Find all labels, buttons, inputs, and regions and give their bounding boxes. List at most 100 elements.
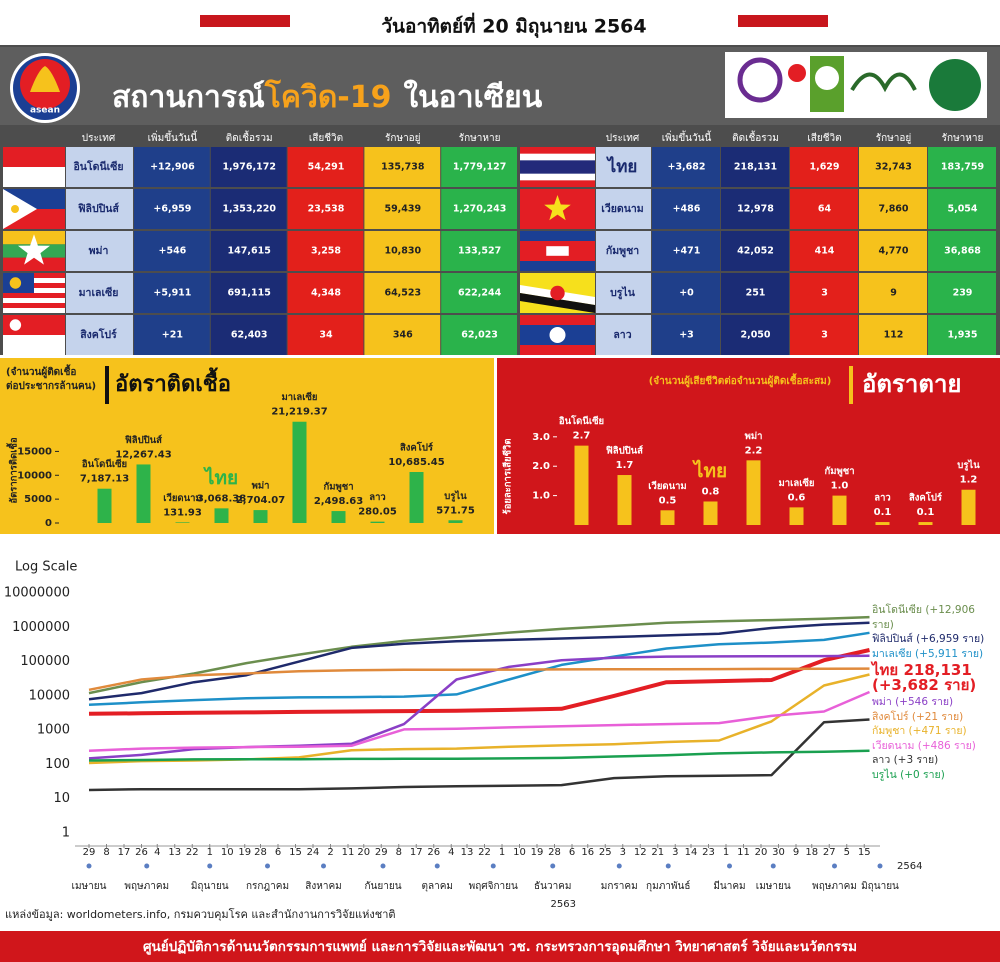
chart-title: Log Scale bbox=[15, 560, 77, 575]
x-tick-label: 23 bbox=[702, 847, 715, 858]
value-cell bbox=[441, 231, 517, 271]
cell-value: +5,911 bbox=[153, 288, 191, 299]
flag-part bbox=[18, 234, 50, 265]
country-name: ไทย bbox=[606, 156, 638, 177]
x-tick-label: 22 bbox=[186, 847, 199, 858]
x-tick-label: 10 bbox=[221, 847, 234, 858]
x-tick-label: 4 bbox=[448, 847, 454, 858]
value-cell bbox=[652, 231, 720, 271]
flag-part bbox=[3, 335, 65, 355]
x-tick-label: 5 bbox=[844, 847, 850, 858]
month-marker bbox=[86, 863, 92, 869]
series-line bbox=[88, 615, 870, 695]
title-part: ในอาเซียน bbox=[404, 79, 543, 115]
value-cell bbox=[721, 147, 789, 187]
x-tick-label: 3 bbox=[620, 847, 626, 858]
bar bbox=[961, 489, 976, 525]
month-marker bbox=[616, 863, 622, 869]
value-label: 12,267.43 bbox=[115, 449, 171, 460]
column-header: ติดเชื้อรวม bbox=[732, 130, 779, 144]
cell-value: 42,052 bbox=[737, 246, 774, 257]
month-marker bbox=[877, 863, 883, 869]
value-cell bbox=[859, 315, 927, 355]
cell-value: 62,403 bbox=[231, 330, 268, 341]
column-header: รักษาหาย bbox=[459, 133, 501, 144]
cell-value: 1,779,127 bbox=[453, 162, 507, 173]
x-tick-label: 6 bbox=[569, 847, 575, 858]
y-tick-label: 10 bbox=[53, 791, 70, 806]
month-marker bbox=[144, 863, 150, 869]
value-cell bbox=[134, 315, 210, 355]
y-tick-label: 5000 bbox=[24, 494, 52, 505]
y-tick-label: 15000 bbox=[17, 446, 52, 457]
legend-entry: สิงคโปร์ (+21 ราย) bbox=[872, 710, 964, 723]
decor-bar bbox=[200, 15, 290, 27]
x-tick-label: 15 bbox=[289, 847, 302, 858]
partner-logo bbox=[737, 57, 783, 103]
flag-part bbox=[3, 298, 65, 303]
year-label: 2564 bbox=[897, 861, 922, 872]
cell-value: 12,978 bbox=[737, 204, 774, 215]
country-name: มาเลเซีย bbox=[79, 286, 119, 299]
flag-part bbox=[11, 205, 19, 213]
month-marker bbox=[490, 863, 496, 869]
x-tick-label: 10 bbox=[513, 847, 526, 858]
category-label: พม่า bbox=[252, 481, 270, 492]
cell-value: +6,959 bbox=[153, 204, 191, 215]
bar bbox=[292, 421, 307, 523]
value-cell bbox=[364, 189, 441, 229]
value-label: 1.7 bbox=[616, 460, 634, 471]
cell-value: 239 bbox=[953, 288, 973, 299]
country-cell bbox=[596, 231, 651, 271]
month-label: กรกฎาคม bbox=[246, 881, 289, 892]
value-cell bbox=[287, 189, 364, 229]
month-marker bbox=[265, 863, 270, 869]
value-label: 131.93 bbox=[163, 507, 202, 518]
x-tick-label: 28 bbox=[548, 847, 561, 858]
value-cell bbox=[364, 231, 441, 271]
month-marker bbox=[207, 863, 213, 869]
x-tick-label: 1 bbox=[207, 847, 213, 858]
cell-value: 1,353,220 bbox=[222, 204, 276, 215]
bar bbox=[918, 522, 933, 525]
y-tick-label: 10000 bbox=[29, 688, 70, 703]
value-label: 3,068.38 bbox=[197, 493, 246, 504]
country-cell bbox=[66, 315, 133, 355]
x-tick-label: 8 bbox=[396, 847, 402, 858]
category-label: ลาว bbox=[874, 493, 891, 504]
x-tick-label: 11 bbox=[342, 847, 355, 858]
column-header: เพิ่มขึ้นวันนี้ bbox=[662, 130, 712, 144]
legend-entry: ลาว (+3 ราย) bbox=[872, 754, 939, 766]
chart-subtitle: ต่อประชากรล้านคน) bbox=[6, 380, 96, 392]
main-title: สถานการณ์โควิด-19 ในอาเซียน bbox=[112, 78, 543, 115]
flag-part bbox=[549, 327, 566, 343]
country-name: ลาว bbox=[613, 329, 631, 341]
title-bar bbox=[849, 366, 853, 404]
cell-value: 251 bbox=[746, 288, 766, 299]
column-header: ประเทศ bbox=[606, 133, 640, 144]
value-cell bbox=[134, 273, 210, 313]
bar bbox=[617, 475, 632, 525]
cell-value: 1,270,243 bbox=[453, 204, 507, 215]
value-cell bbox=[287, 147, 364, 187]
value-cell bbox=[210, 147, 287, 187]
x-tick-label: 26 bbox=[135, 847, 148, 858]
cell-value: 2,050 bbox=[740, 330, 770, 341]
bar bbox=[789, 507, 804, 525]
value-cell bbox=[134, 189, 210, 229]
flag-part bbox=[3, 303, 65, 308]
y-axis-label: อัตราการติดเชื้อ bbox=[6, 437, 20, 504]
x-tick-label: 21 bbox=[651, 847, 664, 858]
cell-value: +0 bbox=[679, 288, 694, 299]
country-cell bbox=[66, 189, 133, 229]
date: วันอาทิตย์ที่ 20 มิถุนายน 2564 bbox=[381, 13, 646, 39]
month-label: ตุลาคม bbox=[421, 881, 453, 892]
value-cell bbox=[441, 273, 517, 313]
x-tick-label: 16 bbox=[581, 847, 594, 858]
month-label: สิงหาคม bbox=[305, 881, 341, 892]
flag-part bbox=[546, 246, 569, 256]
chart-subtitle: (จำนวนผู้เสียชีวิตต่อจำนวนผู้ติดเชื้อสะส… bbox=[649, 373, 832, 388]
series-line bbox=[88, 749, 870, 762]
